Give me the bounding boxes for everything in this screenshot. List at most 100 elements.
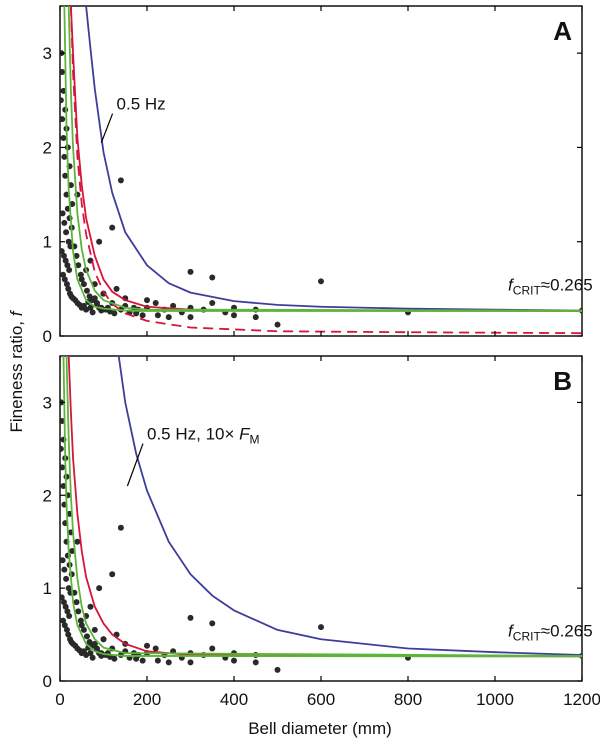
data-point xyxy=(140,312,146,318)
f-crit-annotation: fCRIT≈0.265 xyxy=(508,621,593,643)
model-curves xyxy=(63,356,582,656)
data-point xyxy=(253,314,259,320)
x-tick-label: 600 xyxy=(307,690,335,709)
data-point xyxy=(63,229,69,235)
data-point xyxy=(74,539,80,545)
data-point xyxy=(92,627,98,633)
data-point xyxy=(101,636,107,642)
data-point xyxy=(96,239,102,245)
data-points xyxy=(58,399,585,672)
annotation-pointer xyxy=(101,114,112,143)
data-point xyxy=(188,269,194,275)
panel-letter: B xyxy=(553,366,572,396)
data-point xyxy=(114,286,120,292)
panel-letter: A xyxy=(553,16,572,46)
data-point xyxy=(275,667,281,673)
plot-frame xyxy=(60,6,582,336)
data-point xyxy=(111,310,117,316)
x-tick-label: 0 xyxy=(55,690,64,709)
data-point xyxy=(90,655,96,661)
data-point xyxy=(96,585,102,591)
data-point xyxy=(275,322,281,328)
plot-frame xyxy=(60,356,582,681)
data-point xyxy=(60,135,66,141)
data-point xyxy=(318,624,324,630)
y-tick-label: 0 xyxy=(43,672,52,691)
data-point xyxy=(61,220,67,226)
data-point xyxy=(109,225,115,231)
data-point xyxy=(153,300,159,306)
data-point xyxy=(144,643,150,649)
data-point xyxy=(66,267,72,273)
data-point xyxy=(78,272,84,278)
data-point xyxy=(166,659,172,665)
data-point xyxy=(188,314,194,320)
data-point xyxy=(155,658,161,664)
x-tick-label: 800 xyxy=(394,690,422,709)
red-dashed-curve xyxy=(71,6,582,333)
data-point xyxy=(253,659,259,665)
data-point xyxy=(118,525,124,531)
data-point xyxy=(58,97,64,103)
data-point xyxy=(78,618,84,624)
data-point xyxy=(209,275,215,281)
data-point xyxy=(140,658,146,664)
data-point xyxy=(81,627,87,633)
y-axis-label: Fineness ratio, f xyxy=(7,309,26,432)
data-point xyxy=(60,557,66,563)
data-point xyxy=(63,576,69,582)
data-point xyxy=(66,613,72,619)
frequency-annotation: 0.5 Hz, 10× FM xyxy=(147,425,260,447)
data-point xyxy=(61,154,67,160)
x-tick-label: 400 xyxy=(220,690,248,709)
data-point xyxy=(84,288,90,294)
frequency-annotation: 0.5 Hz xyxy=(117,95,166,114)
x-axis-label: Bell diameter (mm) xyxy=(248,719,392,738)
data-point xyxy=(153,646,159,652)
data-point xyxy=(166,314,172,320)
blue-solid-curve xyxy=(86,6,582,311)
green-solid-curve xyxy=(67,356,582,656)
data-point xyxy=(118,177,124,183)
data-point xyxy=(188,615,194,621)
data-point xyxy=(209,300,215,306)
model-curves xyxy=(64,6,582,333)
data-point xyxy=(209,646,215,652)
data-point xyxy=(81,281,87,287)
data-point xyxy=(60,210,66,216)
green-solid-curve xyxy=(63,356,582,656)
data-point xyxy=(231,658,237,664)
x-tick-label: 1000 xyxy=(476,690,514,709)
data-point xyxy=(188,659,194,665)
y-tick-label: 2 xyxy=(43,486,52,505)
data-point xyxy=(209,620,215,626)
panel-a: 0 1 2 3 A 0.5 Hz fCRIT≈0.265 xyxy=(43,6,593,346)
data-points xyxy=(58,50,585,328)
y-tick-label: 3 xyxy=(43,393,52,412)
data-point xyxy=(59,116,65,122)
blue-solid-curve xyxy=(119,356,582,655)
data-point xyxy=(231,312,237,318)
y-tick-label: 1 xyxy=(43,579,52,598)
x-tick-label: 1200 xyxy=(563,690,600,709)
data-point xyxy=(87,604,93,610)
y-tick-label: 2 xyxy=(43,138,52,157)
data-point xyxy=(318,278,324,284)
data-point xyxy=(61,567,67,573)
data-point xyxy=(111,656,117,662)
data-point xyxy=(84,633,90,639)
data-point xyxy=(58,446,64,452)
data-point xyxy=(59,464,65,470)
y-tick-label: 1 xyxy=(43,233,52,252)
data-point xyxy=(109,571,115,577)
green-solid-curve xyxy=(64,6,582,311)
y-tick-label: 0 xyxy=(43,327,52,346)
f-crit-annotation: fCRIT≈0.265 xyxy=(508,276,593,298)
data-point xyxy=(144,297,150,303)
data-point xyxy=(90,309,96,315)
data-point xyxy=(155,312,161,318)
data-point xyxy=(75,608,81,614)
x-tick-label: 200 xyxy=(133,690,161,709)
data-point xyxy=(59,69,65,75)
